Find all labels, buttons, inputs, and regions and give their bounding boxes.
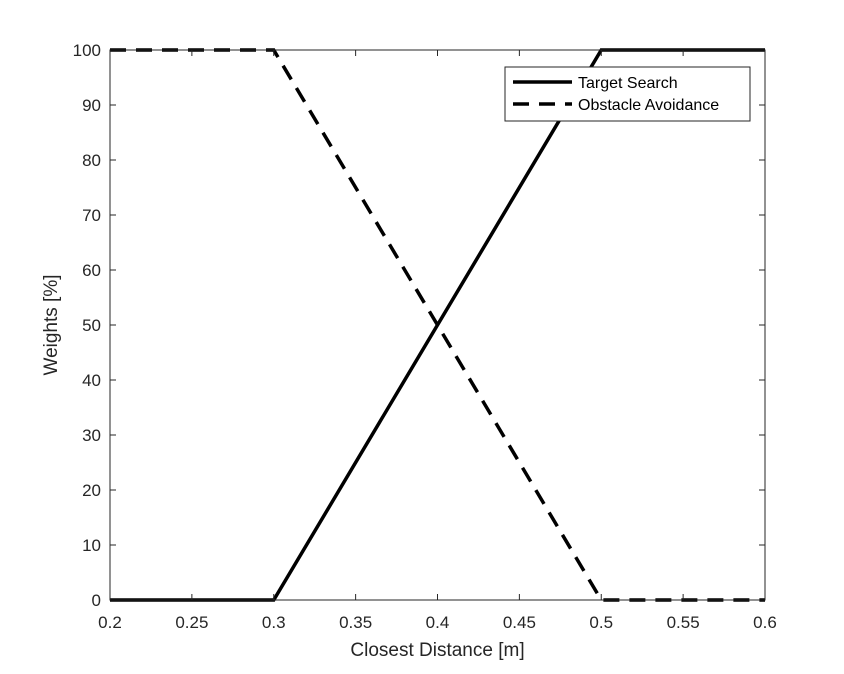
y-tick-label: 80 <box>82 151 101 170</box>
x-tick-label: 0.5 <box>589 613 613 632</box>
x-tick-label: 0.4 <box>426 613 450 632</box>
y-tick-label: 0 <box>92 591 101 610</box>
legend-entries: Target Search Obstacle Avoidance <box>513 75 719 114</box>
y-tick-label: 40 <box>82 371 101 390</box>
legend-label: Target Search <box>578 75 678 92</box>
y-tick-label: 90 <box>82 96 101 115</box>
y-tick-label: 10 <box>82 536 101 555</box>
x-tick-label: 0.6 <box>753 613 777 632</box>
ticks-layer: 0.2 0.25 0.3 0.35 0.4 0.45 0.5 0.55 0.6 0 10 20 30 40… <box>73 41 777 632</box>
plot-area: 0.2 0.25 0.3 0.35 0.4 0.45 0.5 0.55 0.6 0 10 20 30 40… <box>73 41 777 632</box>
y-tick-label: 30 <box>82 426 101 445</box>
x-tick-label: 0.3 <box>262 613 286 632</box>
legend-box <box>504 66 751 122</box>
x-tick-label: 0.45 <box>503 613 536 632</box>
x-tick-label: 0.55 <box>667 613 700 632</box>
y-tick-label: 20 <box>82 481 101 500</box>
y-tick-label: 50 <box>82 316 101 335</box>
y-tick-label: 100 <box>73 41 101 60</box>
y-tick-label: 60 <box>82 261 101 280</box>
x-tick-label: 0.25 <box>175 613 208 632</box>
legend: Target Search Obstacle Avoidance <box>504 66 751 122</box>
y-axis-label: Weights [%] <box>41 274 62 375</box>
legend-label: Obstacle Avoidance <box>578 97 719 114</box>
x-axis-label: Closest Distance [m] <box>350 640 524 661</box>
x-tick-label: 0.35 <box>339 613 372 632</box>
y-tick-label: 70 <box>82 206 101 225</box>
x-tick-label: 0.2 <box>98 613 122 632</box>
